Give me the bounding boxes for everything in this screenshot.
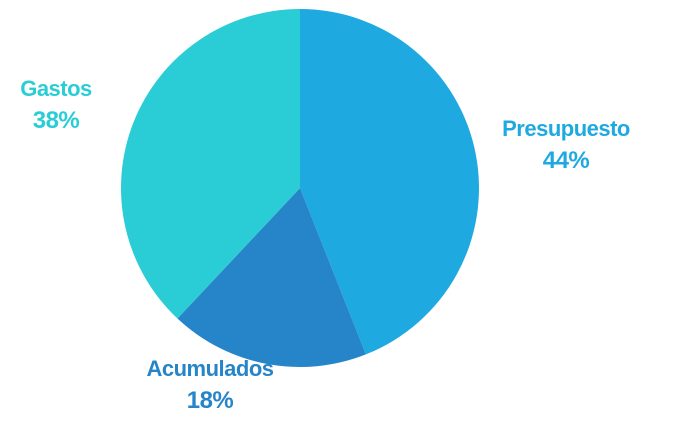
pie-slice-acumulados — [177, 188, 366, 367]
pie-slice-presupuesto — [300, 9, 479, 355]
pie-slice-gastos — [120, 9, 301, 319]
slice-label-gastos: Gastos 38% — [20, 76, 92, 134]
slice-category-label: Gastos — [20, 76, 92, 101]
slice-label-acumulados: Acumulados 18% — [146, 356, 274, 414]
slice-percent-label: 38% — [33, 107, 80, 134]
slice-category-label: Presupuesto — [502, 116, 630, 141]
slice-category-label: Acumulados — [146, 356, 273, 381]
pie-slices — [120, 9, 479, 367]
slice-label-presupuesto: Presupuesto 44% — [502, 116, 630, 174]
slice-percent-label: 44% — [543, 147, 590, 174]
slice-labels: Presupuesto 44% Acumulados 18% Gastos 38% — [20, 76, 630, 414]
slice-percent-label: 18% — [187, 387, 234, 414]
